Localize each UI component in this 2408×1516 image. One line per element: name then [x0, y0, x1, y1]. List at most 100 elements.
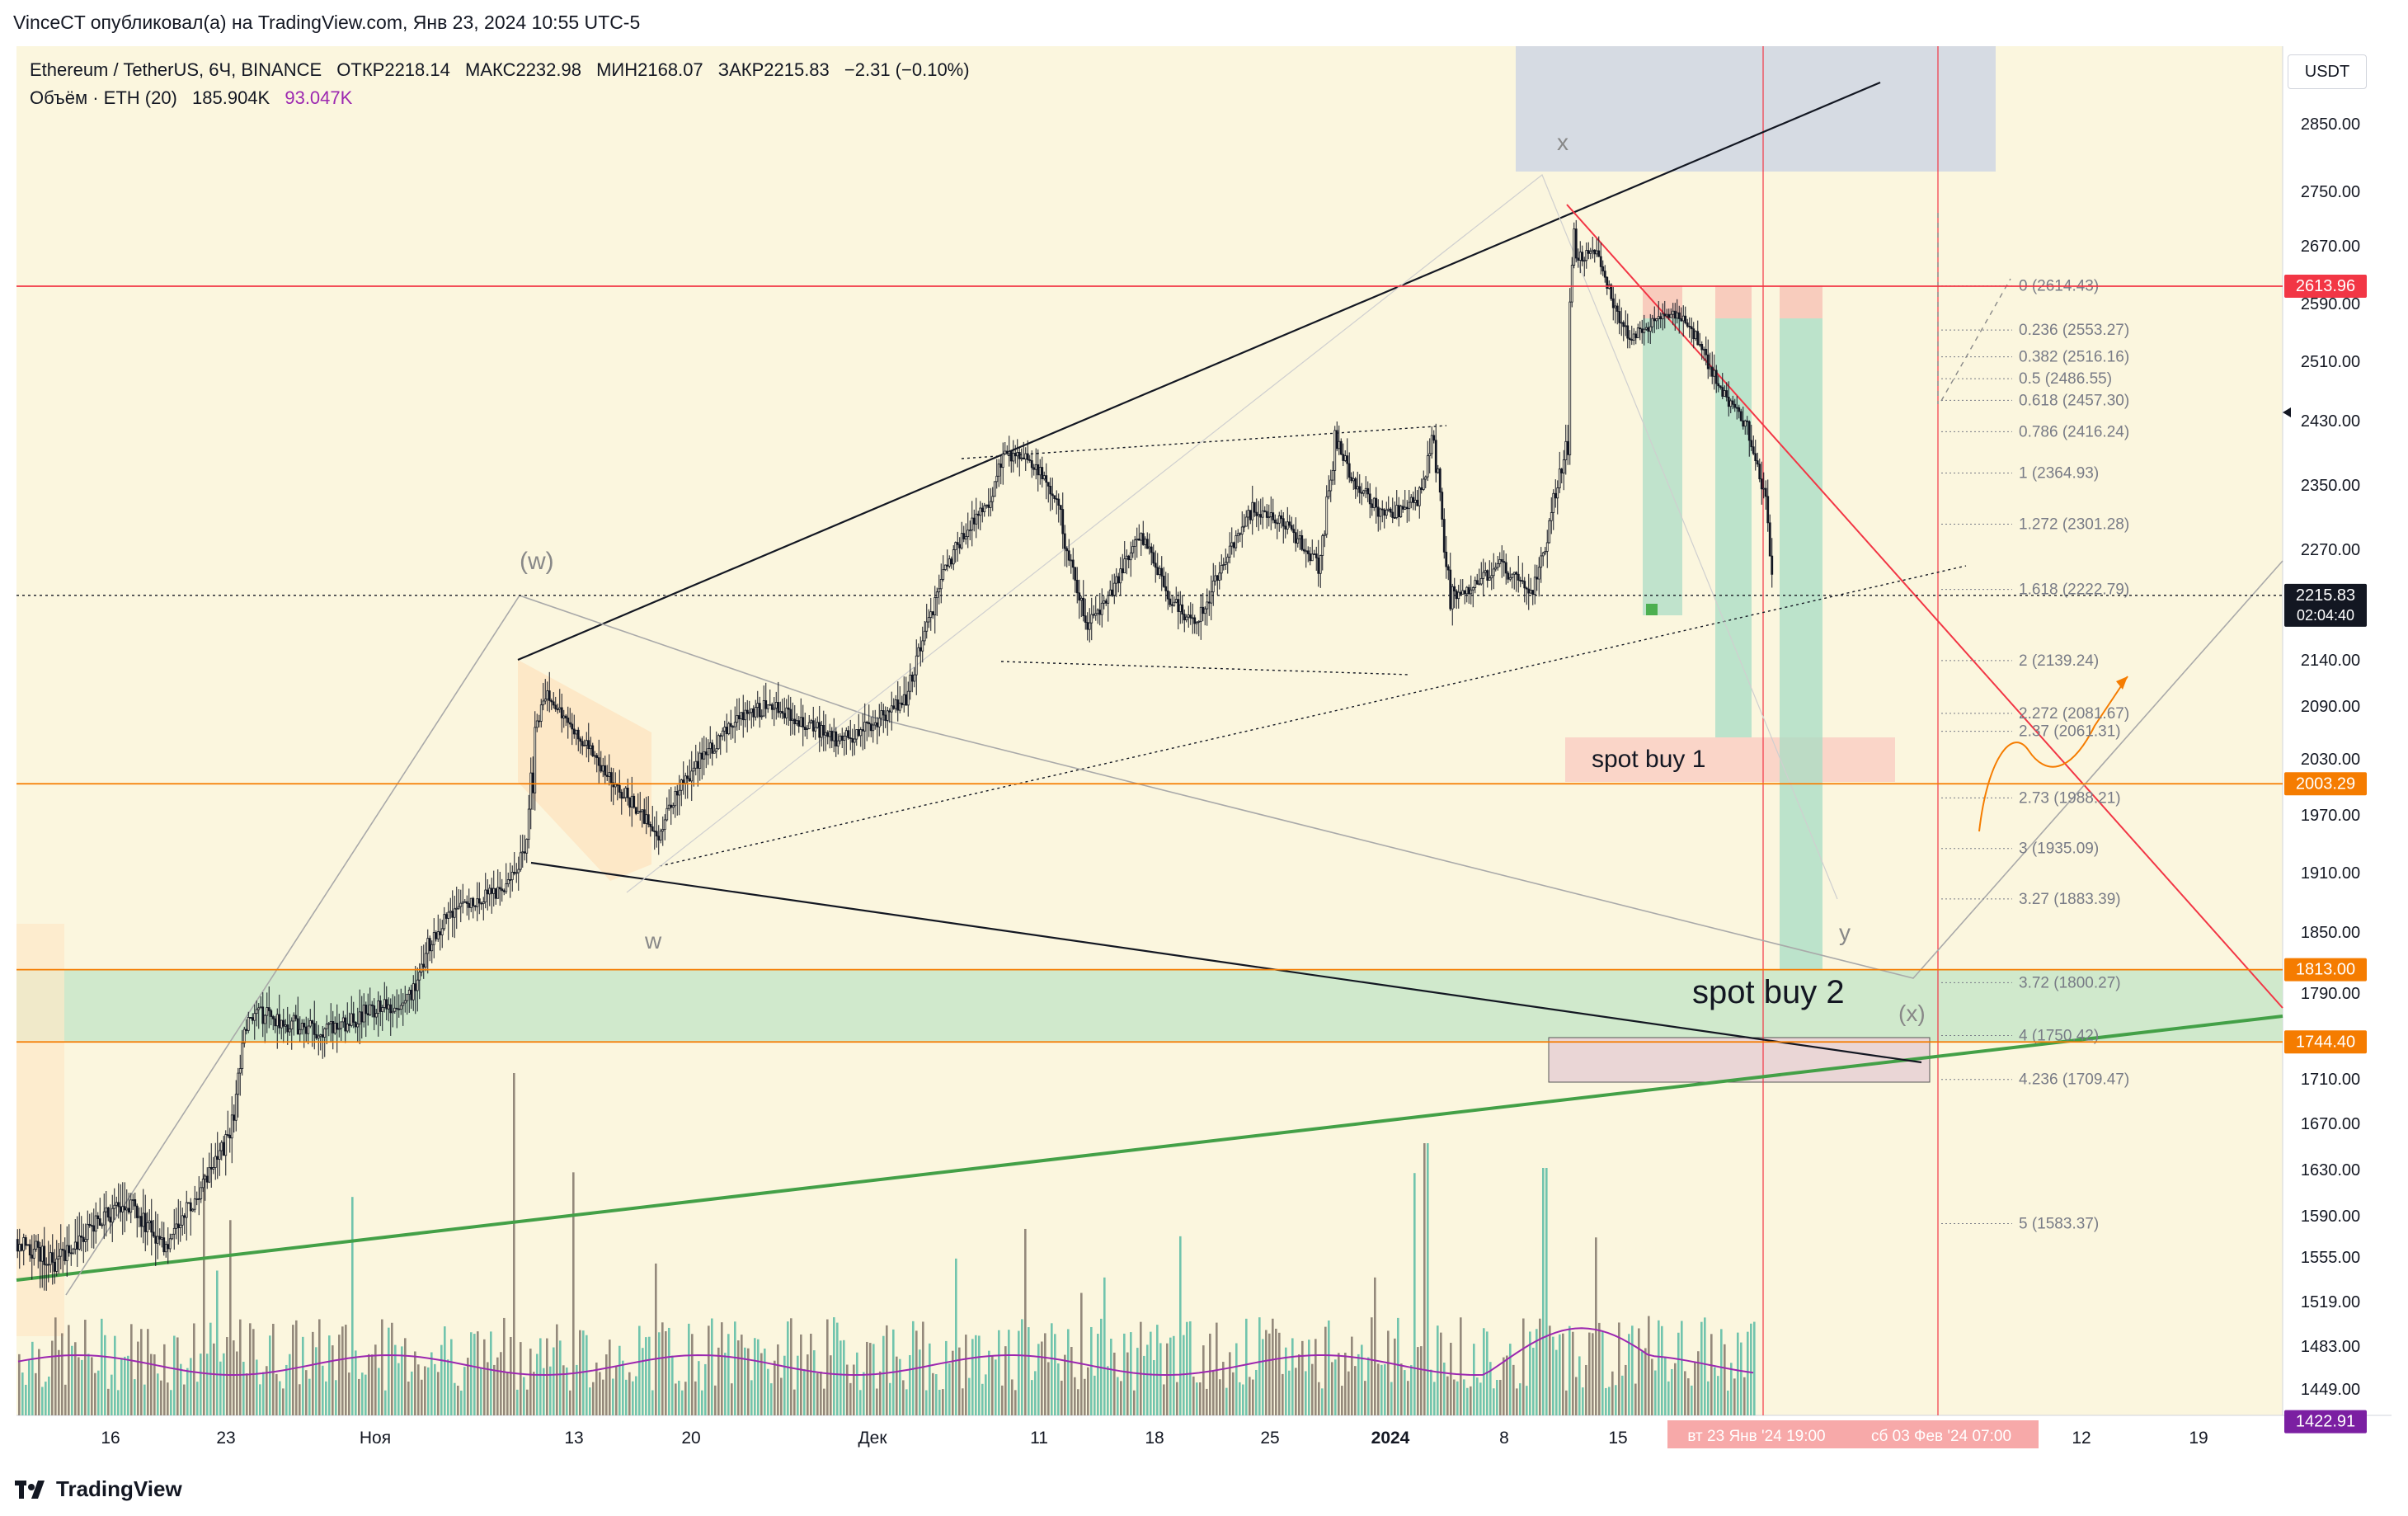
volume-bar	[1578, 1356, 1581, 1415]
volume-bar	[74, 1342, 77, 1415]
candle-body	[934, 597, 937, 615]
candle-body	[835, 731, 838, 747]
candle-body	[167, 1244, 170, 1250]
volume-bar	[463, 1367, 466, 1415]
volume-bar	[470, 1332, 473, 1415]
volume-bar	[219, 1361, 222, 1415]
candle-body	[414, 983, 417, 991]
candle-body	[1486, 570, 1489, 581]
volume-bar	[1031, 1380, 1033, 1415]
volume-bar	[975, 1335, 977, 1415]
candle-body	[319, 1034, 322, 1037]
target-zone-top	[1516, 46, 1996, 172]
candle-body	[82, 1236, 85, 1242]
candle-body	[707, 748, 710, 756]
volume-bar	[876, 1388, 878, 1415]
candle-body	[191, 1208, 195, 1212]
lower-trendline	[530, 861, 1922, 1064]
volume-bar	[355, 1350, 357, 1415]
candle-body	[1673, 310, 1677, 319]
candle-body	[972, 517, 976, 525]
candle-body	[762, 700, 765, 717]
candle-body	[1100, 602, 1103, 615]
volume-bar	[1146, 1344, 1149, 1415]
volume-bar	[1582, 1387, 1584, 1415]
volume-bar	[1183, 1335, 1185, 1415]
y-tick-22: 1449.00	[2301, 1381, 2360, 1399]
candle-body	[777, 702, 780, 713]
candle-body	[1178, 604, 1182, 612]
volume-bar	[71, 1345, 73, 1415]
fib-label-8: 1.618 (2222.79)	[2019, 581, 2129, 599]
volume-bar	[1509, 1344, 1512, 1415]
candle-body	[1305, 550, 1308, 553]
candle-body	[1197, 620, 1201, 623]
volume-bar	[308, 1378, 311, 1415]
volume-bar	[1536, 1329, 1538, 1415]
volume-bar	[180, 1363, 182, 1415]
volume-bar	[536, 1354, 539, 1415]
wave-label-w-paren: (w)	[520, 548, 554, 575]
candle-body	[729, 723, 732, 727]
fib-label-12: 2.73 (1988.21)	[2019, 789, 2121, 807]
volume-bar	[691, 1334, 694, 1415]
candle-body	[811, 720, 815, 732]
x-tick-9: 2024	[1371, 1429, 1410, 1448]
volume-bar	[770, 1383, 773, 1415]
candle-body	[542, 700, 545, 706]
symbol-legend[interactable]: Ethereum / TetherUS, 6Ч, BINANCE ОТКР221…	[30, 59, 980, 81]
candle-body	[138, 1216, 141, 1218]
volume-bar	[945, 1340, 948, 1415]
volume-bar	[163, 1344, 166, 1415]
candle-body	[412, 983, 415, 1000]
candle-body	[57, 1255, 60, 1259]
volume-bar	[1262, 1339, 1264, 1415]
candle-body	[1247, 510, 1250, 518]
candle-body	[373, 1005, 376, 1018]
volume-bar	[790, 1318, 792, 1415]
candle-body	[882, 710, 885, 716]
candle-body	[1259, 514, 1263, 518]
volume-bar	[51, 1340, 54, 1415]
candle-body	[1243, 525, 1246, 528]
wave-path-2	[626, 174, 1838, 900]
price-marker-icon	[2283, 407, 2291, 417]
volume-bar	[1219, 1379, 1221, 1415]
candle-body	[641, 809, 644, 812]
candle-body	[1338, 440, 1341, 450]
candle-body	[760, 715, 764, 718]
volume-bar	[747, 1348, 750, 1415]
volume-bar	[1565, 1390, 1568, 1415]
volume-bar	[717, 1347, 720, 1415]
candle-body	[954, 542, 957, 550]
volume-bar	[345, 1325, 347, 1415]
candle-body	[364, 1005, 368, 1015]
volume-bar	[1301, 1340, 1304, 1415]
candle-body	[894, 699, 897, 709]
candle-body	[356, 1024, 360, 1028]
candle-body	[1698, 344, 1701, 346]
volume-bar	[1714, 1367, 1716, 1415]
candle-body	[1503, 561, 1506, 563]
volume-bar	[602, 1379, 604, 1415]
volume-bar	[364, 1374, 367, 1415]
candle-body	[1591, 249, 1594, 252]
volume-bar	[315, 1347, 317, 1415]
candle-body	[1230, 542, 1234, 547]
candle-body	[995, 475, 999, 483]
candle-body	[927, 617, 930, 623]
candle-body	[886, 710, 889, 721]
volume-bar	[285, 1364, 288, 1415]
candle-body	[245, 1029, 248, 1031]
volume-legend[interactable]: Объём · ETH (20) 185.904K 93.047K	[30, 87, 362, 109]
candle-body	[993, 481, 996, 497]
volume-bar	[849, 1382, 852, 1415]
candle-body	[1570, 265, 1573, 303]
fib-label-6: 1 (2364.93)	[2019, 464, 2099, 482]
volume-bar	[1011, 1379, 1014, 1415]
currency-button[interactable]: USDT	[2288, 54, 2367, 89]
volume-bar	[1644, 1348, 1647, 1415]
candle-body	[1107, 595, 1110, 604]
level-badge-text-2: 2003.29	[2296, 774, 2355, 793]
